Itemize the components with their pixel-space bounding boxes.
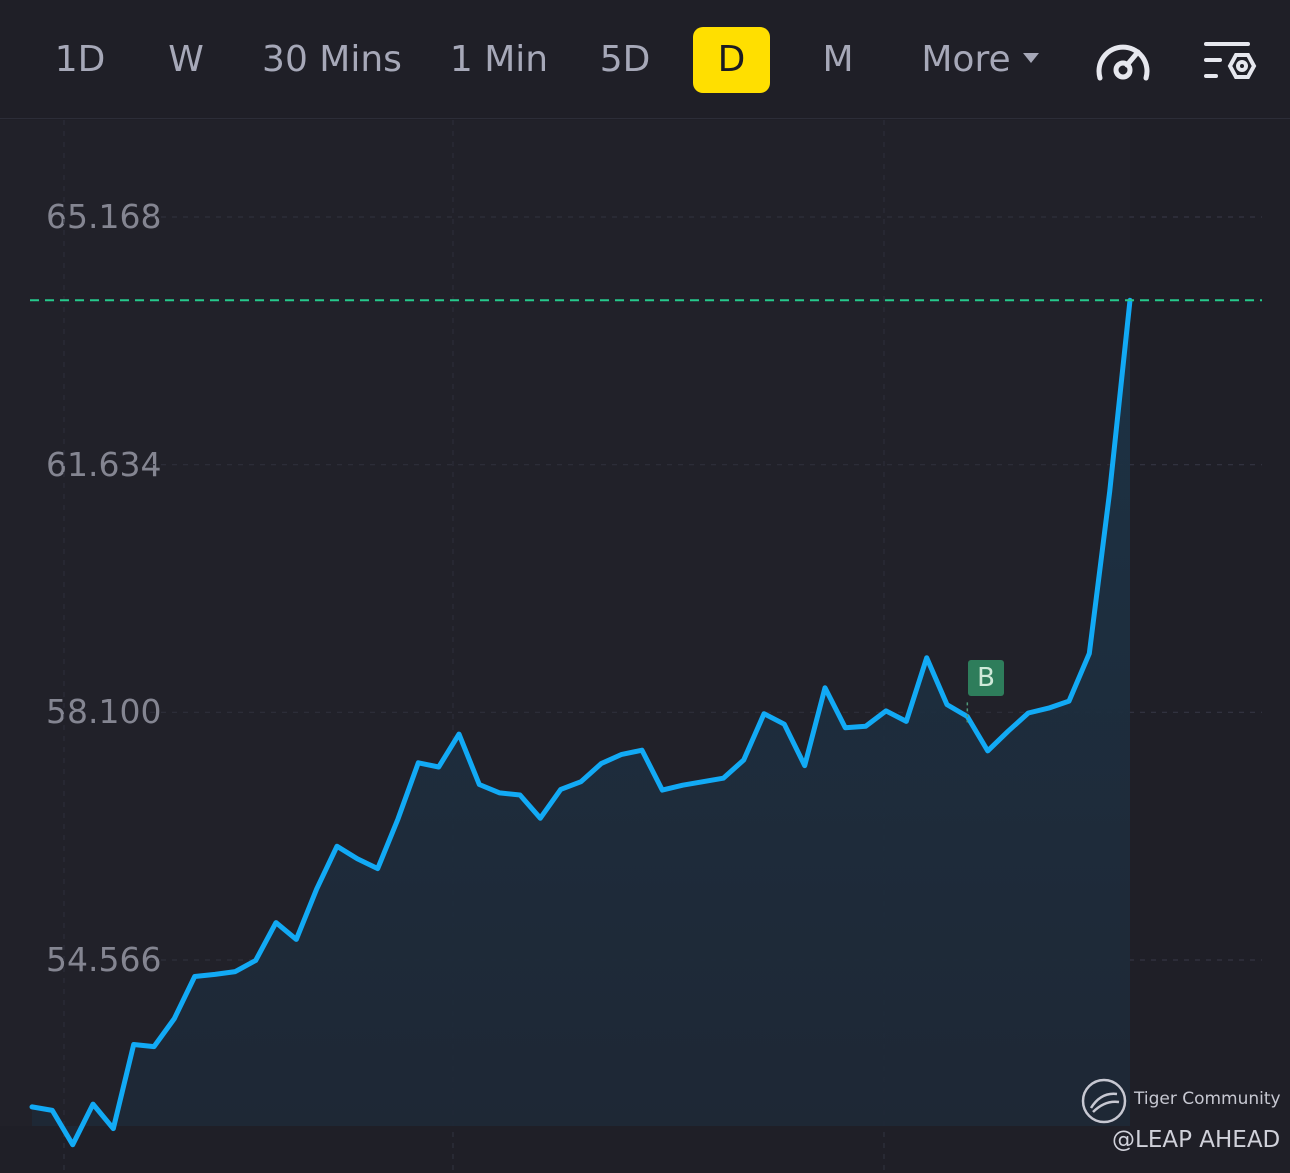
tiger-logo-icon [1081, 1078, 1127, 1124]
watermark-handle: @LEAP AHEAD [1112, 1127, 1281, 1153]
timeframe-toolbar: 1D W 30 Mins 1 Min 5D D M More [0, 0, 1290, 119]
tab-5d[interactable]: 5D [599, 39, 651, 80]
tab-more-label: More [921, 39, 1011, 80]
tab-30-mins[interactable]: 30 Mins [262, 39, 402, 80]
chevron-down-icon [1022, 53, 1039, 63]
price-area [32, 300, 1130, 1145]
chart-settings-icon[interactable] [1200, 36, 1262, 90]
tab-more[interactable]: More [905, 27, 1055, 93]
tab-w[interactable]: W [168, 39, 204, 80]
y-tick-label: 65.168 [46, 197, 162, 236]
price-line [29, 297, 1133, 1148]
tab-1-min[interactable]: 1 Min [449, 39, 549, 80]
tab-1d[interactable]: 1D [54, 39, 106, 80]
tab-m[interactable]: M [822, 39, 854, 80]
y-tick-label: 58.100 [46, 692, 162, 731]
watermark-brand: Tiger Community [1134, 1089, 1281, 1109]
y-tick-label: 61.634 [46, 445, 162, 484]
y-tick-label: 54.566 [46, 940, 162, 979]
buy-marker[interactable]: B [968, 660, 1004, 696]
tab-d[interactable]: D [693, 27, 770, 93]
speedometer-icon[interactable] [1092, 36, 1154, 90]
price-chart [0, 120, 1262, 1173]
